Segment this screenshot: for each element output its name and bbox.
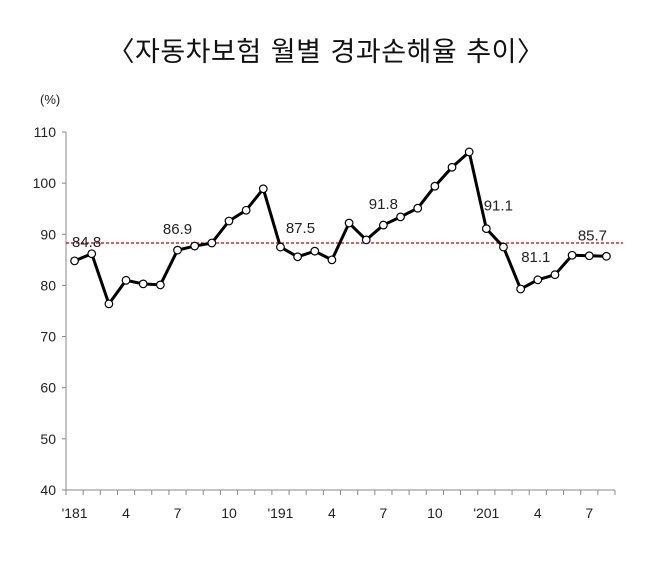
data-point [602, 251, 611, 261]
data-point [293, 252, 303, 262]
data-point [155, 280, 165, 290]
data-label: 85.7 [578, 227, 607, 244]
data-label: 81.1 [521, 249, 550, 266]
y-tick-label: 70 [40, 329, 56, 345]
data-point [533, 275, 543, 285]
data-point [413, 203, 423, 213]
x-tick-label: 4 [122, 505, 130, 521]
y-tick-label: 40 [40, 482, 56, 498]
data-point [499, 242, 508, 252]
data-point [516, 284, 526, 294]
y-axis-label: (%) [40, 92, 60, 107]
data-point [121, 275, 131, 285]
data-point [430, 181, 440, 191]
x-tick-label: 4 [328, 505, 336, 521]
y-tick-label: 110 [34, 124, 57, 140]
data-label: 86.9 [163, 221, 192, 238]
y-tick-label: 90 [40, 226, 56, 242]
data-point [310, 246, 320, 256]
data-label: 91.8 [369, 196, 398, 213]
x-tick-label: 4 [534, 505, 542, 521]
data-point [173, 245, 182, 255]
data-point [224, 216, 234, 226]
x-tick-label: '191 [267, 505, 293, 521]
x-tick-label: '181 [62, 505, 88, 521]
data-point [344, 218, 354, 228]
data-point [327, 255, 337, 265]
data-point [190, 241, 200, 251]
data-point [258, 184, 268, 194]
y-tick-label: 80 [40, 277, 56, 293]
x-tick-label: 7 [585, 505, 593, 521]
y-tick-label: 60 [40, 380, 56, 396]
data-label: 84.8 [72, 234, 101, 251]
x-tick-label: 10 [427, 505, 443, 521]
data-point [567, 250, 577, 260]
y-tick-label: 50 [40, 431, 56, 447]
data-point [396, 212, 405, 222]
x-tick-label: 10 [221, 505, 237, 521]
data-point [207, 238, 217, 248]
data-point [550, 270, 560, 280]
data-point [361, 235, 371, 245]
data-point [138, 279, 148, 289]
data-point [447, 162, 457, 172]
x-tick-label: 7 [174, 505, 182, 521]
series-line [74, 150, 607, 306]
chart-title: 〈자동차보험 월별 경과손해율 추이〉 [107, 37, 545, 68]
data-label: 91.1 [484, 198, 513, 215]
x-tick-label: 7 [379, 505, 387, 521]
data-point [584, 251, 594, 261]
y-tick-label: 100 [33, 175, 57, 191]
data-point [70, 256, 79, 266]
data-point [481, 224, 491, 234]
data-point [104, 299, 114, 309]
data-point [276, 242, 285, 252]
data-point [87, 249, 97, 259]
data-label: 87.5 [286, 220, 315, 237]
data-point [241, 205, 251, 215]
x-tick-label: '201 [473, 505, 499, 521]
data-point [378, 220, 388, 230]
data-point [464, 147, 474, 157]
